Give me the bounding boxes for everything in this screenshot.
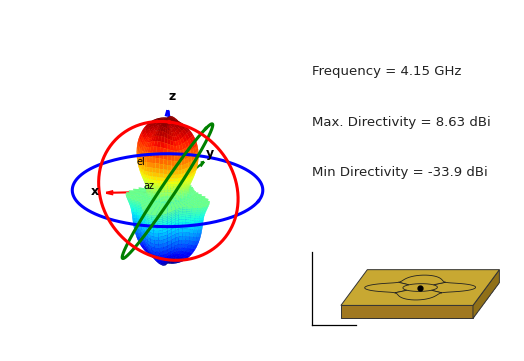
Text: Min Directivity = -33.9 dBi: Min Directivity = -33.9 dBi xyxy=(312,166,487,179)
Polygon shape xyxy=(341,270,499,305)
Polygon shape xyxy=(341,305,473,318)
Polygon shape xyxy=(473,270,499,318)
Text: Frequency = 4.15 GHz: Frequency = 4.15 GHz xyxy=(312,65,461,78)
Polygon shape xyxy=(365,282,409,293)
Text: Max. Directivity = 8.63 dBi: Max. Directivity = 8.63 dBi xyxy=(312,116,490,129)
Polygon shape xyxy=(431,282,476,293)
Polygon shape xyxy=(398,275,445,285)
Polygon shape xyxy=(395,290,442,300)
